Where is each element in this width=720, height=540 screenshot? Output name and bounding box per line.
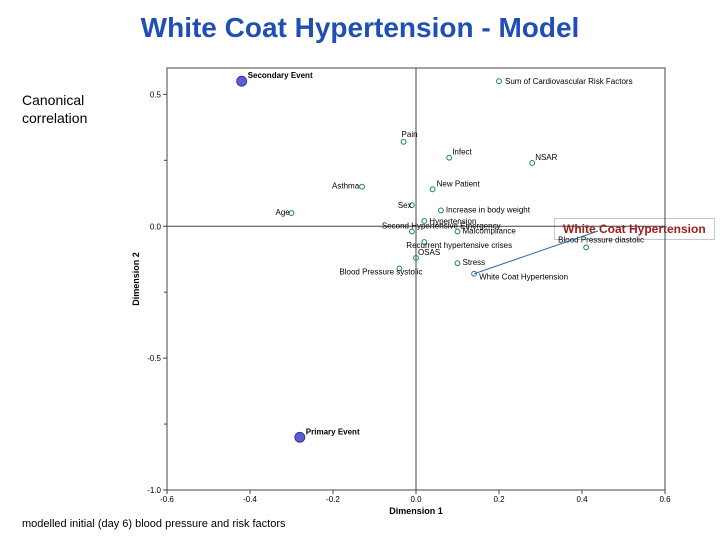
svg-text:0.2: 0.2 [493, 495, 505, 504]
svg-text:Increase in body weight: Increase in body weight [446, 205, 531, 214]
svg-text:0.0: 0.0 [410, 495, 422, 504]
svg-text:-0.6: -0.6 [160, 495, 174, 504]
svg-text:0.6: 0.6 [659, 495, 671, 504]
svg-text:0.4: 0.4 [576, 495, 588, 504]
svg-text:Dimension 2: Dimension 2 [131, 252, 141, 306]
svg-text:New Patient: New Patient [437, 179, 481, 188]
svg-text:Infect: Infect [452, 148, 472, 157]
svg-text:Stress: Stress [463, 258, 486, 267]
svg-text:Dimension 1: Dimension 1 [389, 506, 443, 516]
svg-text:-1.0: -1.0 [147, 486, 161, 495]
svg-text:Age: Age [276, 208, 291, 217]
svg-text:-0.5: -0.5 [147, 354, 161, 363]
svg-text:Sum of Cardiovascular Risk Fac: Sum of Cardiovascular Risk Factors [505, 77, 633, 86]
svg-text:Sex: Sex [398, 201, 412, 210]
svg-text:-0.2: -0.2 [326, 495, 340, 504]
svg-text:White Coat Hypertension: White Coat Hypertension [479, 273, 568, 282]
svg-text:Primary Event: Primary Event [306, 427, 360, 436]
svg-text:Asthma: Asthma [332, 182, 360, 191]
svg-text:Malcompliance: Malcompliance [463, 227, 517, 236]
svg-text:0.5: 0.5 [150, 90, 162, 99]
scatter-chart: -0.6 -0.4 -0.2 0.0 0.2 0.4 0.6 -1.0 -0.5 0.0 0.5 Di… [125, 60, 675, 520]
svg-text:Blood Pressure systolic: Blood Pressure systolic [339, 267, 422, 276]
svg-text:Secondary Event: Secondary Event [248, 71, 313, 80]
annotation-left: Canonicalcorrelation [22, 92, 87, 127]
svg-text:0.0: 0.0 [150, 222, 162, 231]
slide-title: White Coat Hypertension - Model [0, 12, 720, 44]
svg-text:NSAR: NSAR [535, 153, 557, 162]
svg-text:OSAS: OSAS [418, 248, 440, 257]
svg-text:-0.4: -0.4 [243, 495, 257, 504]
svg-text:Pain: Pain [402, 130, 418, 139]
